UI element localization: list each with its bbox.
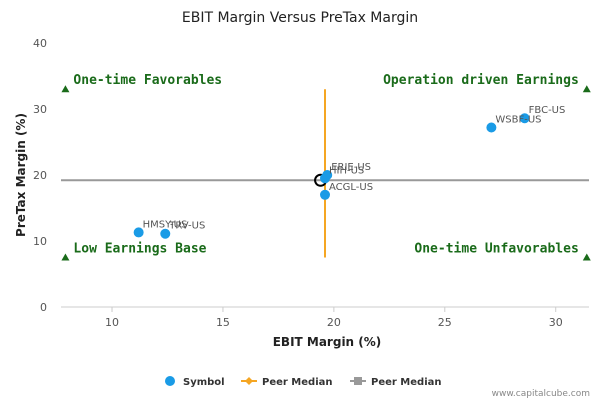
x-tick-label: 25 — [438, 316, 452, 329]
data-point — [320, 189, 330, 200]
chart-title: EBIT Margin Versus PreTax Margin — [182, 10, 418, 26]
data-point-label: ACGL-US — [329, 182, 373, 193]
x-tick-label: 10 — [105, 316, 119, 329]
y-tick-label: 10 — [33, 235, 47, 248]
quadrant-label: One-time Unfavorables — [414, 242, 578, 257]
x-tick-label: 30 — [549, 316, 563, 329]
x-tick-label: 15 — [216, 316, 230, 329]
quadrant-label: One-time Favorables — [73, 73, 222, 88]
data-point-label: HMSY-US — [143, 219, 188, 230]
legend-diamond-marker — [245, 377, 253, 385]
data-point — [133, 227, 144, 238]
quadrant-label: Operation driven Earnings — [383, 73, 579, 88]
legend-square-marker — [354, 377, 362, 385]
quadrant-marker — [61, 253, 70, 261]
y-tick-label: 40 — [33, 37, 47, 50]
data-point-label: HIH-US — [329, 165, 364, 176]
quadrant-label: Low Earnings Base — [73, 242, 206, 257]
data-point — [320, 173, 330, 184]
y-axis-label: PreTax Margin (%) — [14, 113, 28, 237]
y-tick-label: 30 — [33, 103, 47, 116]
y-tick-label: 20 — [33, 169, 47, 182]
data-point — [160, 228, 171, 239]
quadrant-labels: One-time Favorables Operation driven Earn… — [61, 73, 591, 261]
data-point-label: TRV-US — [168, 221, 205, 232]
data-point-label: WSBF-US — [495, 114, 541, 125]
legend: Symbol Peer Median Peer Median — [165, 376, 442, 388]
x-tick-label: 20 — [327, 316, 341, 329]
legend-label: Symbol — [183, 377, 225, 388]
x-axis-ticks: 10 15 20 25 30 — [105, 307, 563, 329]
y-axis-ticks: 0 10 20 30 40 — [33, 37, 47, 314]
data-point — [519, 113, 530, 124]
legend-symbol-marker — [165, 376, 175, 386]
legend-label: Peer Median — [371, 377, 442, 388]
quadrant-marker — [582, 85, 591, 93]
data-point-label: ERIE-US — [331, 162, 371, 173]
legend-label: Peer Median — [262, 377, 333, 388]
watermark: www.capitalcube.com — [492, 389, 590, 399]
y-tick-label: 0 — [40, 301, 47, 314]
data-point — [486, 122, 497, 133]
data-point-label: FBC-US — [529, 105, 566, 116]
x-axis-label: EBIT Margin (%) — [273, 335, 382, 349]
quadrant-marker — [61, 85, 70, 93]
quadrant-marker — [582, 253, 591, 261]
